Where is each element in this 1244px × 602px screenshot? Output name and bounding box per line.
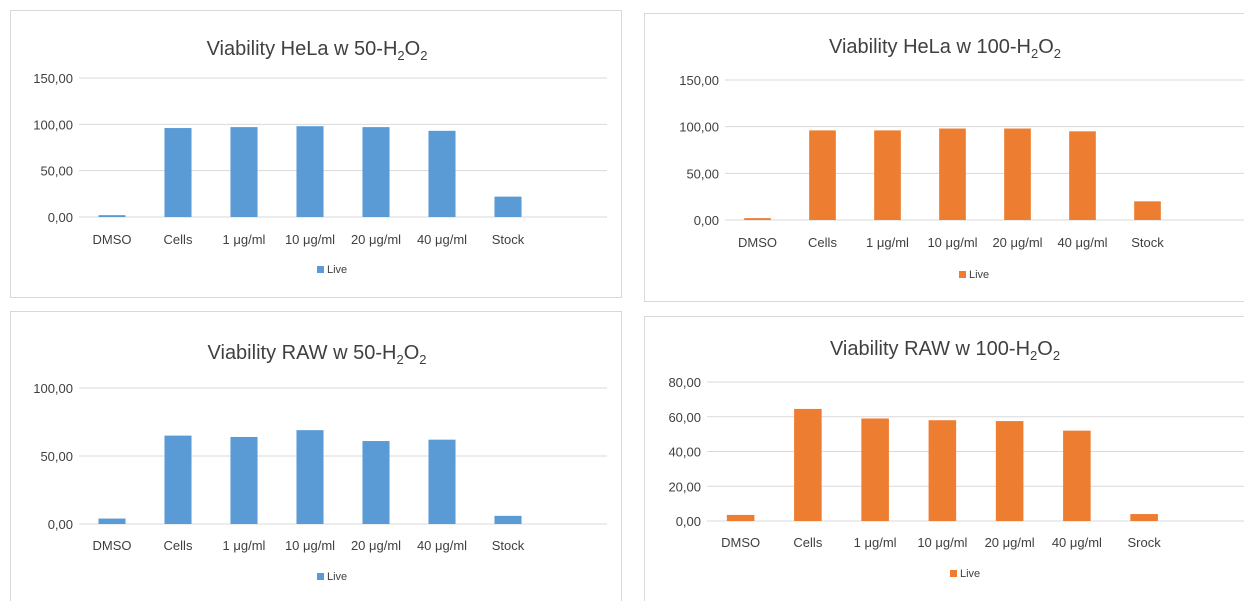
legend-label: Live — [960, 568, 980, 580]
bar-cells — [809, 130, 836, 220]
x-tick-label: 20 μg/ml — [351, 538, 401, 553]
x-tick-label: Stock — [1131, 235, 1164, 250]
bar-chart: Viability HeLa w 100-H2O2 0,00 50,00 100,00… — [679, 36, 1244, 281]
y-tick-label: 0,00 — [694, 213, 719, 228]
bar-40-g-ml — [428, 130, 456, 217]
bar-40-g-ml — [428, 439, 456, 524]
bar-stock — [494, 515, 522, 524]
bar-dmso — [98, 518, 126, 524]
legend-swatch — [950, 570, 957, 577]
x-tick-label: 10 μg/ml — [285, 232, 335, 247]
x-tick-label: 20 μg/ml — [985, 535, 1035, 550]
chart-panel-hela-50: Viability HeLa w 50-H2O2 0,00 50,00 100,00 1… — [10, 10, 622, 298]
bar-chart: Viability RAW w 100-H2O2 0,00 20,00 40,00 60… — [668, 338, 1244, 580]
y-tick-label: 100,00 — [679, 120, 719, 135]
x-tick-label: DMSO — [93, 232, 132, 247]
chart-panel-hela-100: Viability HeLa w 100-H2O2 0,00 50,00 100,00… — [644, 13, 1244, 302]
x-tick-label: 10 μg/ml — [285, 538, 335, 553]
bar-chart: Viability HeLa w 50-H2O2 0,00 50,00 100,00 1… — [33, 38, 607, 276]
x-tick-label: Stock — [492, 538, 525, 553]
bar-20-g-ml — [362, 127, 390, 217]
bar-1-g-ml — [230, 127, 258, 217]
x-tick-label: 1 μg/ml — [854, 535, 897, 550]
bar-20-g-ml — [995, 421, 1024, 521]
bar-chart: Viability RAW w 50-H2O2 0,00 50,00 100,00 DM… — [33, 342, 607, 583]
bar-20-g-ml — [362, 441, 390, 524]
x-tick-label: Srock — [1128, 535, 1162, 550]
x-tick-label: 20 μg/ml — [992, 235, 1042, 250]
bar-10-g-ml — [939, 128, 966, 220]
x-tick-label: 1 μg/ml — [223, 538, 266, 553]
y-tick-label: 50,00 — [40, 449, 73, 464]
x-tick-label: DMSO — [93, 538, 132, 553]
bar-dmso — [744, 218, 771, 220]
y-tick-label: 150,00 — [33, 71, 73, 86]
x-tick-label: Cells — [808, 235, 837, 250]
bar-stock — [1134, 201, 1161, 220]
legend-swatch — [959, 271, 966, 278]
x-tick-label: 20 μg/ml — [351, 232, 401, 247]
bar-1-g-ml — [861, 418, 889, 521]
x-tick-label: Cells — [164, 538, 193, 553]
bar-20-g-ml — [1004, 128, 1031, 220]
x-tick-label: 1 μg/ml — [866, 235, 909, 250]
bar-1-g-ml — [874, 130, 901, 220]
y-tick-label: 100,00 — [33, 381, 73, 396]
y-tick-label: 60,00 — [668, 410, 701, 425]
y-tick-label: 20,00 — [668, 479, 701, 494]
bar-40-g-ml — [1063, 430, 1091, 521]
bar-dmso — [726, 514, 755, 521]
y-tick-label: 50,00 — [686, 166, 719, 181]
y-tick-label: 50,00 — [40, 164, 73, 179]
bar-srock — [1130, 514, 1158, 521]
x-tick-label: Cells — [793, 535, 822, 550]
x-tick-label: Cells — [164, 232, 193, 247]
x-tick-label: 40 μg/ml — [1052, 535, 1102, 550]
x-tick-label: 10 μg/ml — [917, 535, 967, 550]
x-tick-label: DMSO — [721, 535, 760, 550]
bar-1-g-ml — [230, 436, 258, 524]
x-tick-label: 1 μg/ml — [223, 232, 266, 247]
y-tick-label: 0,00 — [48, 517, 73, 532]
legend-label: Live — [969, 269, 989, 281]
chart-title: Viability RAW w 100-H2O2 — [830, 338, 1060, 363]
x-tick-label: 40 μg/ml — [1057, 235, 1107, 250]
bar-10-g-ml — [296, 126, 324, 217]
legend-swatch — [317, 573, 324, 580]
x-tick-label: DMSO — [738, 235, 777, 250]
chart-title: Viability HeLa w 100-H2O2 — [829, 36, 1061, 61]
chart-panel-raw-50: Viability RAW w 50-H2O2 0,00 50,00 100,00 DM… — [10, 311, 622, 601]
chart-title: Viability HeLa w 50-H2O2 — [207, 38, 428, 63]
legend-label: Live — [327, 571, 347, 583]
bar-40-g-ml — [1069, 131, 1096, 220]
y-tick-label: 80,00 — [668, 375, 701, 390]
x-tick-label: 40 μg/ml — [417, 232, 467, 247]
bar-10-g-ml — [928, 420, 957, 521]
chart-panel-raw-100: Viability RAW w 100-H2O2 0,00 20,00 40,00 60… — [644, 316, 1244, 601]
bar-dmso — [98, 215, 126, 217]
y-tick-label: 0,00 — [676, 514, 701, 529]
x-tick-label: 40 μg/ml — [417, 538, 467, 553]
y-tick-label: 150,00 — [679, 73, 719, 88]
chart-title: Viability RAW w 50-H2O2 — [208, 342, 427, 367]
y-tick-label: 0,00 — [48, 210, 73, 225]
bar-cells — [164, 128, 192, 217]
legend-swatch — [317, 266, 324, 273]
bar-10-g-ml — [296, 430, 324, 524]
y-tick-label: 100,00 — [33, 117, 73, 132]
x-tick-label: Stock — [492, 232, 525, 247]
bar-cells — [794, 408, 822, 521]
legend-label: Live — [327, 264, 347, 276]
bar-stock — [494, 196, 522, 217]
x-tick-label: 10 μg/ml — [927, 235, 977, 250]
y-tick-label: 40,00 — [668, 445, 701, 460]
bar-cells — [164, 435, 192, 524]
